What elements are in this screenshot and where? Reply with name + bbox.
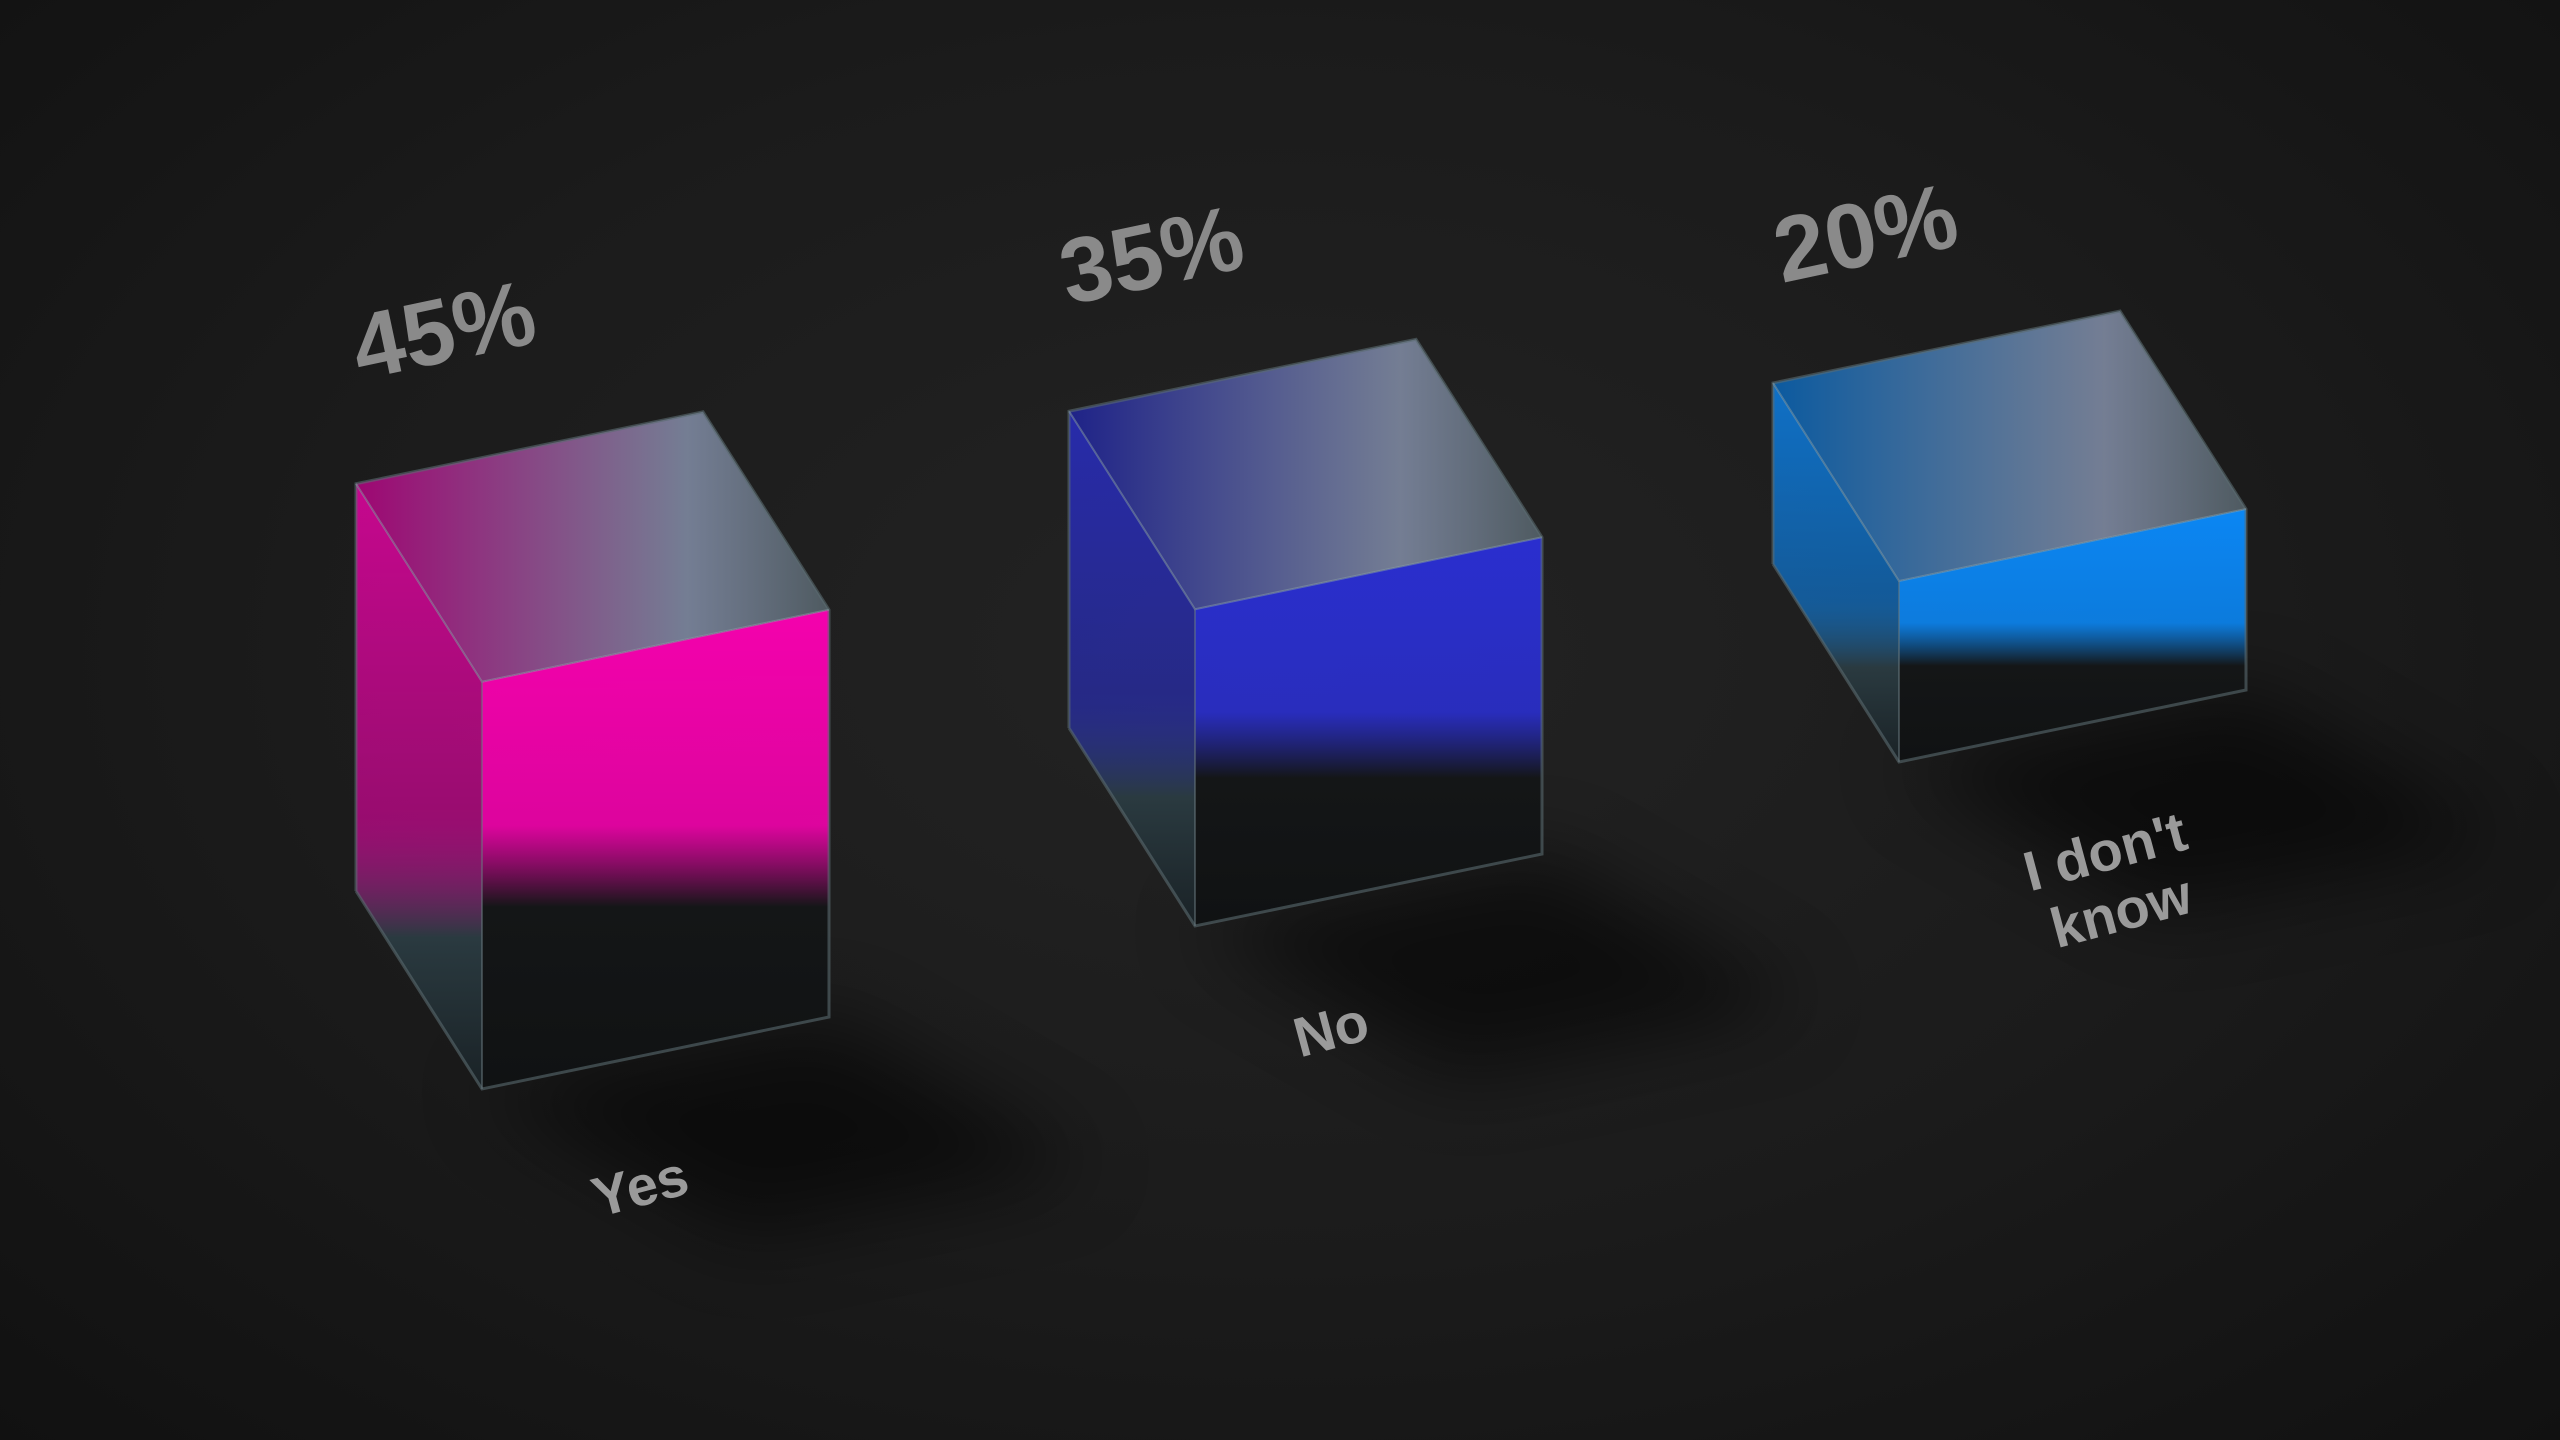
data-label: 35% [1051, 187, 1252, 325]
data-label: 20% [1765, 165, 1966, 303]
cube-front-face [1195, 537, 1542, 926]
cube-left-face [1773, 383, 1899, 762]
cube-front-face [482, 609, 829, 1089]
cube-top-face-glass [1773, 311, 2246, 581]
cube-top-face-glass [1069, 339, 1542, 610]
cube-shadow [1899, 690, 2506, 912]
cube-shadow [482, 1017, 1089, 1239]
cube-front-face [1899, 509, 2246, 762]
data-label: 45% [343, 262, 544, 400]
cube-bar-3 [1771, 309, 2248, 764]
cube-top-face-glass [356, 411, 829, 682]
cube-left-face [356, 483, 482, 1089]
cube-left-face [1069, 411, 1195, 926]
cube-shadow [1195, 854, 1802, 1076]
cube-bar-1 [354, 410, 831, 1091]
category-label: No [1287, 989, 1375, 1069]
cube-bar-2 [1067, 337, 1544, 928]
